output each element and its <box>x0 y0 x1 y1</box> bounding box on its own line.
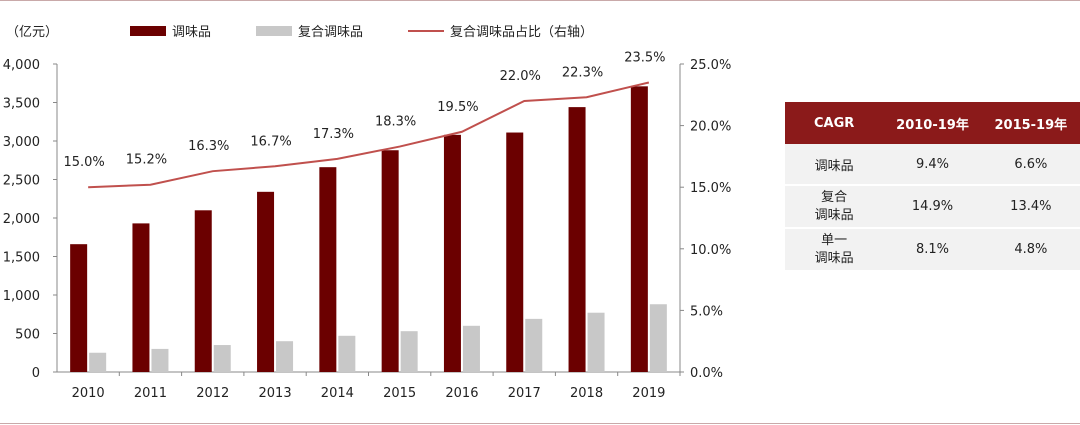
bar-compound-seasoning <box>525 318 543 372</box>
y-left-tick-label: 4,000 <box>3 58 40 73</box>
bar-compound-seasoning <box>587 312 605 372</box>
x-tick-label: 2014 <box>321 386 354 401</box>
share-line <box>88 81 650 189</box>
y-right-tick-label: 25.0% <box>690 58 731 73</box>
share-data-label: 22.3% <box>562 65 603 80</box>
share-data-label: 22.0% <box>500 69 541 84</box>
bar-seasoning <box>257 191 275 372</box>
share-data-label: 23.5% <box>624 50 665 65</box>
bar-compound-seasoning <box>462 325 480 372</box>
y-left-tick-label: 1,500 <box>3 251 40 266</box>
share-data-label: 19.5% <box>437 100 478 115</box>
header-cagr: CAGR <box>785 102 884 144</box>
y-right-tick-label: 10.0% <box>690 243 731 258</box>
header-2015-19: 2015-19年 <box>981 102 1080 144</box>
cell-2015-19: 6.6% <box>981 144 1080 186</box>
row-name-line: 调味品 <box>814 250 854 266</box>
row-name: 调味品 <box>785 144 884 186</box>
data-labels: 15.0% 15.2% 16.3% 16.7% 17.3% 18.3% 19.5% 22.0%… <box>63 50 665 170</box>
legend-label-seasoning: 调味品 <box>172 25 211 40</box>
bar-seasoning <box>381 150 399 372</box>
y-right-tick-label: 5.0% <box>690 304 723 319</box>
bar-seasoning <box>443 134 461 372</box>
bar-seasoning <box>319 167 337 372</box>
share-data-label: 15.0% <box>63 155 104 170</box>
bar-seasoning <box>70 244 88 372</box>
share-data-label: 16.3% <box>188 139 229 154</box>
row-name-line: 调味品 <box>814 207 854 223</box>
bar-compound-seasoning <box>400 331 418 372</box>
bar-compound-seasoning <box>151 348 169 372</box>
x-tick-label: 2015 <box>383 386 416 401</box>
x-tick-label: 2018 <box>570 386 603 401</box>
top-rule <box>0 0 1080 1</box>
cagr-header-row: CAGR 2010-19年 2015-19年 <box>785 102 1080 144</box>
table-row: 调味品 9.4% 6.6% <box>785 144 1080 186</box>
y-left-tick-label: 0 <box>32 366 40 381</box>
row-name: 单一 调味品 <box>785 228 884 272</box>
bottom-rule <box>0 423 1080 424</box>
row-name: 复合 调味品 <box>785 185 884 229</box>
x-tick-label: 2012 <box>196 386 229 401</box>
legend-label-compound: 复合调味品 <box>298 25 363 40</box>
row-name-line: 单一 <box>821 232 848 248</box>
combo-chart: （亿元） 调味品 复合调味品 复合调味品占比（右轴） 0 500 1,000 1,500 2… <box>3 25 732 401</box>
bar-compound-seasoning <box>276 341 294 372</box>
legend: 调味品 复合调味品 复合调味品占比（右轴） <box>130 25 593 40</box>
cell-2015-19: 4.8% <box>981 228 1080 272</box>
bar-seasoning <box>506 132 524 372</box>
unit-label: （亿元） <box>6 25 58 40</box>
line-series <box>88 81 650 189</box>
cell-2010-19: 8.1% <box>883 228 982 272</box>
y-right-tick-label: 20.0% <box>690 120 731 135</box>
table-row: 单一调味品 8.1% 4.8% <box>785 228 1080 272</box>
share-data-label: 17.3% <box>313 127 354 142</box>
legend-swatch-seasoning <box>130 26 166 36</box>
cell-2010-19: 9.4% <box>883 144 982 186</box>
y-left-tick-label: 2,500 <box>3 174 40 189</box>
bar-compound-seasoning <box>89 352 107 372</box>
axes: 0 500 1,000 1,500 2,000 2,500 3,000 3,500 4,000 0… <box>3 58 732 401</box>
bar-compound-seasoning <box>213 345 231 372</box>
legend-swatch-compound <box>256 26 292 36</box>
y-left-tick-label: 3,500 <box>3 97 40 112</box>
y-left-tick-label: 1,000 <box>3 289 40 304</box>
x-tick-label: 2010 <box>72 386 105 401</box>
bar-seasoning <box>630 86 648 372</box>
bar-seasoning <box>132 223 150 372</box>
share-data-label: 16.7% <box>250 134 291 149</box>
y-right-tick-label: 15.0% <box>690 181 731 196</box>
row-name-line: 复合 <box>821 189 848 205</box>
bar-compound-seasoning <box>338 335 356 372</box>
row-name-line: 调味品 <box>814 158 854 174</box>
share-data-label: 15.2% <box>126 153 167 168</box>
x-tick-label: 2019 <box>632 386 665 401</box>
cagr-table: CAGR 2010-19年 2015-19年 调味品 9.4% 6.6% 复合调… <box>785 102 1080 272</box>
x-tick-label: 2016 <box>445 386 478 401</box>
y-left-tick-label: 3,000 <box>3 135 40 150</box>
bar-seasoning <box>194 210 212 372</box>
table-row: 复合调味品 14.9% 13.4% <box>785 185 1080 229</box>
bar-compound-seasoning <box>649 304 667 372</box>
y-left-tick-label: 2,000 <box>3 212 40 227</box>
legend-label-share: 复合调味品占比（右轴） <box>450 25 593 40</box>
bar-seasoning <box>568 107 586 373</box>
x-tick-label: 2011 <box>134 386 167 401</box>
share-data-label: 18.3% <box>375 115 416 130</box>
header-2010-19: 2010-19年 <box>883 102 982 144</box>
cell-2010-19: 14.9% <box>883 185 982 229</box>
x-tick-label: 2013 <box>259 386 292 401</box>
x-tick-label: 2017 <box>508 386 541 401</box>
y-left-tick-label: 500 <box>15 328 40 343</box>
cell-2015-19: 13.4% <box>981 185 1080 229</box>
y-right-tick-label: 0.0% <box>690 366 723 381</box>
bars <box>70 86 667 373</box>
